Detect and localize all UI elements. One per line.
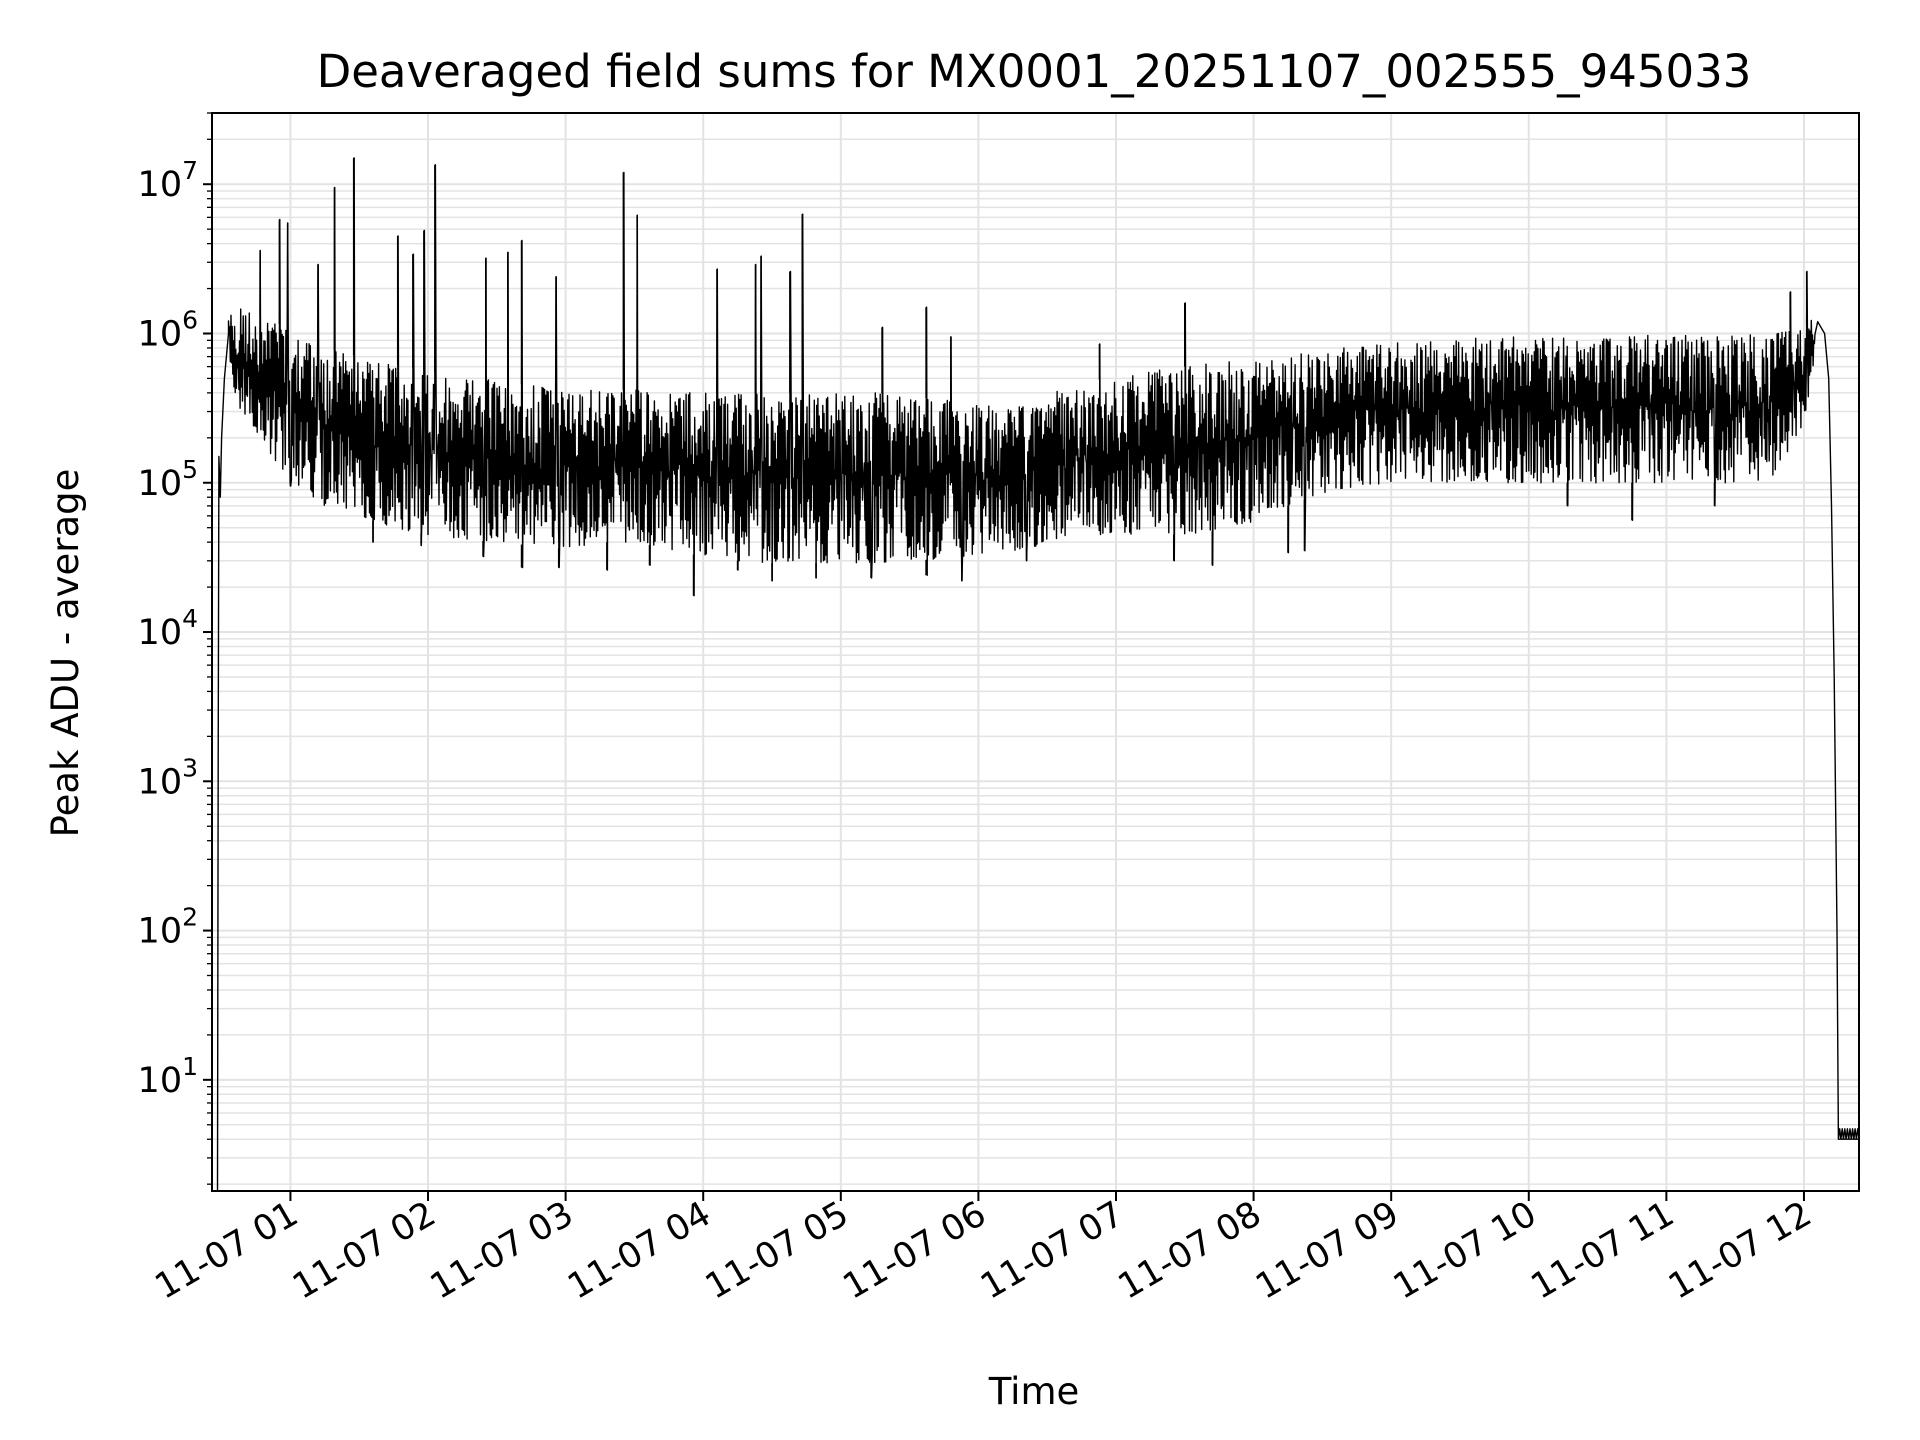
y-tick-label: 103	[138, 753, 198, 802]
y-axis: 101 102 103 104 105 106 107	[138, 112, 212, 1185]
y-tick-label: 105	[138, 455, 198, 504]
y-tick-label: 101	[138, 1052, 198, 1101]
y-tick-label: 104	[138, 604, 198, 653]
y-axis-label: Peak ADU - average	[44, 469, 87, 838]
grid	[212, 112, 1859, 1191]
x-axis-label: Time	[988, 1370, 1080, 1413]
y-tick-label: 106	[138, 305, 198, 354]
y-tick-label: 102	[138, 903, 198, 952]
plot-frame	[211, 112, 1860, 1192]
y-tick-label: 107	[138, 156, 198, 205]
chart-title: Deaveraged field sums for MX0001_2025110…	[317, 45, 1752, 98]
series-line	[216, 157, 1860, 1192]
data-series	[216, 157, 1860, 1192]
